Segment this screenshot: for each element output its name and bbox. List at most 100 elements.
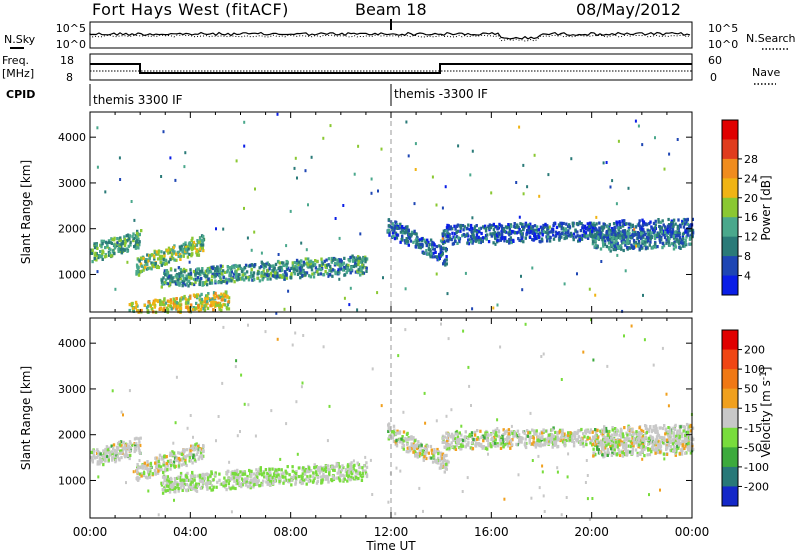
echo-cell — [307, 479, 310, 484]
echo-cell — [392, 430, 396, 434]
echo-cell — [268, 473, 271, 477]
echo-cell — [225, 306, 228, 310]
sparse-echo-cell — [289, 209, 292, 213]
echo-cell — [601, 240, 605, 244]
echo-cell — [222, 298, 225, 302]
echo-cell — [295, 474, 298, 478]
echo-cell — [406, 442, 409, 446]
echo-cell — [626, 230, 629, 234]
echo-cell — [492, 441, 495, 446]
echo-cell — [195, 251, 198, 255]
echo-cell — [636, 432, 639, 436]
sparse-echo-cell — [277, 253, 280, 256]
echo-cell — [393, 428, 396, 432]
echo-cell — [452, 434, 456, 438]
echo-cell — [463, 225, 466, 229]
echo-cell — [319, 475, 322, 479]
echo-cell — [531, 230, 535, 234]
echo-cell — [360, 475, 364, 479]
freq-tick-low: 8 — [66, 71, 73, 84]
echo-cell — [263, 475, 266, 479]
echo-cell — [326, 263, 329, 267]
echo-cell — [588, 232, 592, 236]
echo-cell — [657, 443, 660, 447]
echo-cell — [324, 466, 327, 470]
echo-cell — [519, 436, 522, 440]
echo-cell — [179, 474, 183, 478]
echo-cell — [419, 238, 422, 242]
echo-cell — [172, 460, 176, 464]
echo-cell — [638, 426, 641, 430]
echo-cell — [147, 473, 151, 478]
echo-cell — [316, 467, 320, 471]
echo-cell — [146, 463, 149, 467]
sparse-echo-cell — [414, 168, 417, 171]
echo-cell — [485, 435, 488, 439]
echo-cell — [666, 231, 669, 235]
echo-cell — [513, 231, 517, 235]
echo-cell — [189, 485, 193, 489]
echo-cell — [612, 236, 615, 240]
sparse-echo-cell — [404, 287, 407, 291]
echo-cell — [520, 239, 523, 243]
echo-cell — [163, 269, 167, 273]
echo-cell — [638, 436, 642, 440]
echo-cell — [656, 245, 659, 249]
echo-cell — [624, 445, 628, 449]
echo-cell — [214, 279, 217, 283]
echo-cell — [198, 473, 202, 477]
echo-cell — [244, 483, 248, 487]
echo-cell — [303, 272, 307, 276]
echo-cell — [222, 481, 225, 485]
echo-cell — [196, 278, 199, 282]
echo-cell — [215, 485, 218, 489]
echo-cell — [622, 248, 625, 253]
sparse-echo-cell — [116, 241, 119, 245]
echo-cell — [602, 238, 606, 242]
echo-cell — [671, 228, 674, 232]
echo-cell — [638, 242, 641, 246]
echo-cell — [343, 477, 346, 481]
echo-cell — [604, 239, 607, 243]
echo-cell — [409, 435, 413, 439]
echo-cell — [338, 475, 341, 479]
echo-cell — [644, 242, 647, 246]
echo-cell — [486, 447, 489, 451]
echo-cell — [263, 266, 266, 270]
echo-cell — [584, 431, 588, 435]
echo-cell — [501, 441, 505, 445]
echo-cell — [193, 478, 196, 482]
echo-cell — [169, 459, 172, 463]
echo-cell — [314, 259, 317, 263]
sparse-echo-cell — [654, 136, 656, 140]
echo-cell — [121, 449, 124, 453]
echo-cell — [476, 429, 479, 433]
echo-cell — [504, 437, 507, 441]
echo-cell — [612, 247, 615, 252]
echo-cell — [406, 239, 409, 244]
echo-cell — [692, 437, 695, 442]
echo-cell — [567, 433, 570, 437]
echo-cell — [480, 435, 483, 439]
echo-cell — [539, 225, 543, 229]
echo-cell — [224, 277, 228, 281]
echo-cell — [321, 467, 324, 471]
echo-cell — [104, 452, 108, 456]
echo-cell — [224, 480, 227, 484]
echo-cell — [290, 266, 293, 270]
echo-cell — [242, 272, 245, 276]
echo-cell — [137, 273, 141, 277]
echo-cell — [115, 454, 118, 458]
echo-cell — [396, 226, 399, 230]
noise-tick-left-high: 10^5 — [56, 22, 86, 35]
sparse-echo-cell — [222, 227, 225, 231]
echo-cell — [678, 434, 681, 438]
echo-cell — [95, 243, 98, 247]
echo-cell — [658, 426, 661, 430]
echo-cell — [669, 448, 672, 452]
echo-cell — [443, 470, 446, 474]
echo-cell — [432, 454, 435, 458]
echo-cell — [509, 236, 512, 240]
echo-cell — [313, 271, 316, 275]
echo-cell — [439, 451, 443, 455]
